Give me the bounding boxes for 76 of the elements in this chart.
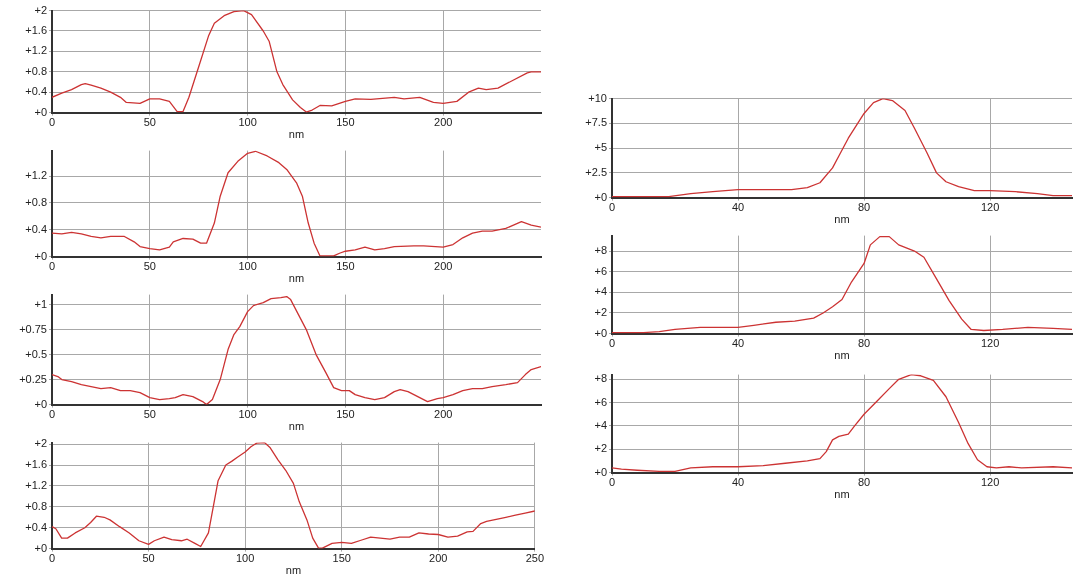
y-tick-label: +0.4: [25, 85, 47, 98]
x-tick-label: 150: [332, 552, 351, 565]
x-tick-label: 120: [980, 201, 1000, 214]
y-tick-label: +0: [34, 105, 47, 118]
x-tick-label: 250: [525, 552, 544, 565]
y-tick-label: +0.8: [25, 499, 47, 512]
x-tick-label: 120: [980, 337, 1000, 350]
x-tick-label: 100: [235, 552, 255, 565]
y-tick-label: +1.2: [25, 44, 47, 57]
y-tick-label: +0.8: [25, 195, 47, 208]
x-tick-label: 50: [143, 116, 156, 129]
y-tick-label: +6: [594, 395, 607, 408]
x-tick-label: 150: [336, 260, 355, 273]
x-tick-label: 0: [48, 408, 56, 421]
x-tick-label: 40: [731, 476, 745, 489]
y-tick-label: +0.5: [25, 347, 47, 360]
y-tick-label: +2.5: [585, 165, 607, 178]
x-tick-label: 120: [980, 476, 1000, 489]
x-tick-label: 100: [238, 408, 257, 421]
x-axis-title: nm: [834, 213, 850, 226]
y-tick-label: +2: [594, 306, 607, 318]
x-tick-label: 0: [608, 476, 616, 489]
x-tick-label: 100: [238, 260, 257, 273]
x-tick-label: 40: [731, 201, 745, 214]
x-tick-label: 150: [336, 408, 355, 421]
y-tick-label: +6: [594, 264, 607, 277]
x-tick-label: 80: [857, 201, 871, 214]
y-tick-label: +1.2: [25, 478, 47, 491]
x-tick-label: 200: [434, 116, 453, 129]
x-axis-title: nm: [288, 272, 305, 285]
y-tick-label: +4: [594, 285, 607, 298]
y-tick-label: +2: [34, 3, 47, 16]
y-tick-label: +1.2: [25, 169, 47, 182]
x-tick-label: 50: [142, 552, 155, 565]
x-tick-label: 200: [434, 408, 453, 421]
x-tick-label: 0: [608, 201, 616, 214]
y-tick-label: +4: [594, 418, 607, 431]
x-tick-label: 50: [143, 260, 156, 273]
y-tick-label: +0: [594, 465, 607, 478]
y-tick-label: +0: [594, 326, 607, 339]
x-axis-title: nm: [288, 420, 305, 433]
x-tick-label: 0: [608, 337, 616, 350]
x-tick-label: 200: [434, 260, 453, 273]
x-tick-label: 200: [429, 552, 448, 565]
y-tick-label: +0.4: [25, 520, 47, 533]
y-tick-label: +0: [594, 190, 607, 203]
x-tick-label: 80: [857, 476, 871, 489]
x-tick-label: 50: [143, 408, 156, 421]
x-axis-title: nm: [288, 128, 305, 141]
y-tick-label: +2: [594, 442, 607, 455]
x-axis-title: nm: [834, 488, 850, 501]
y-tick-label: +1.6: [25, 458, 47, 471]
y-tick-label: +1: [34, 297, 47, 310]
y-tick-label: +5: [594, 141, 607, 154]
y-tick-label: +8: [594, 372, 607, 385]
y-tick-label: +0: [34, 541, 47, 554]
y-tick-label: +0.4: [25, 222, 47, 235]
y-tick-label: +7.5: [585, 116, 607, 129]
x-tick-label: 80: [857, 337, 871, 350]
y-tick-label: +1.6: [25, 24, 47, 37]
y-tick-label: +0: [34, 397, 47, 410]
y-tick-label: +2: [34, 437, 47, 450]
x-tick-label: 0: [48, 116, 56, 129]
y-tick-label: +0.8: [25, 64, 47, 77]
x-axis-title: nm: [834, 349, 850, 362]
y-tick-label: +10: [588, 91, 607, 104]
y-tick-label: +8: [594, 244, 607, 257]
y-tick-label: +0: [34, 249, 47, 262]
x-tick-label: 100: [238, 116, 257, 129]
x-tick-label: 40: [731, 337, 745, 350]
x-tick-label: 0: [48, 260, 56, 273]
x-tick-label: 150: [336, 116, 355, 129]
y-tick-label: +0.75: [19, 322, 47, 335]
x-tick-label: 0: [48, 552, 56, 565]
x-axis-title: nm: [285, 564, 302, 577]
y-tick-label: +0.25: [19, 372, 47, 385]
